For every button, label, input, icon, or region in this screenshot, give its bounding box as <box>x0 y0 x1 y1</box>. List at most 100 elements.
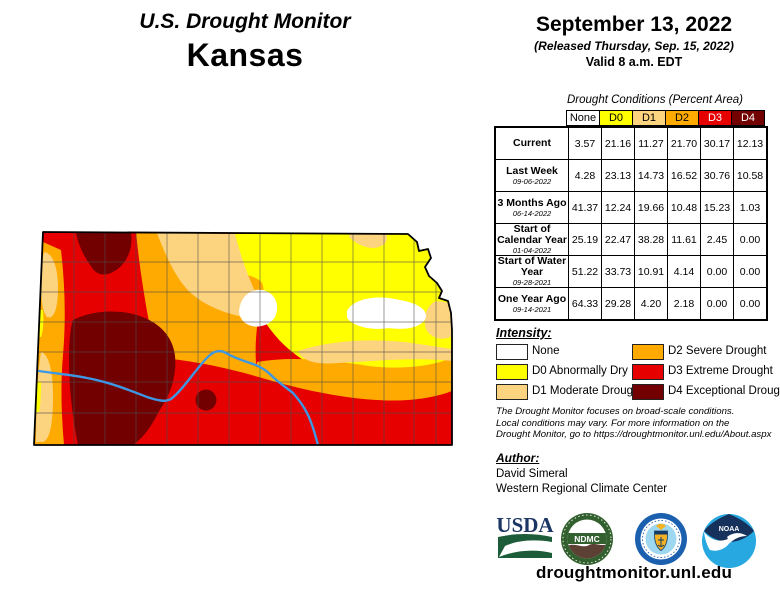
map-region-d4-dot <box>195 389 217 411</box>
map-region-d1-west1 <box>40 252 58 318</box>
map-region-d1-necorner <box>349 234 387 248</box>
legend-swatch-d3 <box>632 364 664 380</box>
col-d3: D3 <box>698 110 732 126</box>
released-date: (Released Thursday, Sep. 15, 2022) <box>534 39 734 53</box>
disclaimer-line: Local conditions may vary. For more info… <box>496 417 730 429</box>
row-label: Last Week <box>506 164 558 177</box>
legend-item-d1: D1 Moderate Drought <box>496 384 643 405</box>
table-row: Current 3.57 21.16 11.27 21.70 30.17 12.… <box>494 126 768 160</box>
map-region-d4-north <box>76 232 132 275</box>
legend-item-d2: D2 Severe Drought <box>632 344 766 365</box>
cell-value: 0.00 <box>700 255 734 288</box>
cell-value: 11.61 <box>667 223 701 256</box>
legend-label: D2 Severe Drought <box>668 345 767 357</box>
cell-value: 21.70 <box>667 126 701 160</box>
legend-item-none: None <box>496 344 560 365</box>
row-date: 09-14-2021 <box>512 304 552 314</box>
cell-value: 22.47 <box>601 223 635 256</box>
disclaimer-line: Drought Monitor, go to https://droughtmo… <box>496 429 772 440</box>
report-title-line1: U.S. Drought Monitor <box>139 10 351 33</box>
legend-label: D1 Moderate Drought <box>532 385 643 397</box>
cell-value: 0.00 <box>733 223 768 256</box>
row-label: One Year Ago <box>497 292 567 305</box>
ndmc-logo-text: NDMC <box>574 534 600 544</box>
cell-value: 2.18 <box>667 287 701 321</box>
legend-heading: Intensity: <box>496 326 552 340</box>
cell-value: 33.73 <box>601 255 635 288</box>
drought-conditions-table: Current 3.57 21.16 11.27 21.70 30.17 12.… <box>494 126 768 321</box>
legend-swatch-d1 <box>496 384 528 400</box>
row-label: Current <box>513 137 551 149</box>
kansas-state-border <box>33 231 453 446</box>
cell-value: 38.28 <box>634 223 668 256</box>
drought-monitor-url[interactable]: droughtmonitor.unl.edu <box>535 563 733 582</box>
cell-value: 4.20 <box>634 287 668 321</box>
cell-value: 15.23 <box>700 191 734 224</box>
usda-logo-text: USDA <box>496 514 554 537</box>
cell-value: 0.00 <box>733 287 768 321</box>
col-d2: D2 <box>665 110 699 126</box>
row-date: 09-28-2021 <box>512 278 552 287</box>
cell-value: 1.03 <box>733 191 768 224</box>
row-date: 09-06-2022 <box>512 176 552 186</box>
cell-value: 30.76 <box>700 159 734 192</box>
author-name: David Simeral <box>496 468 568 480</box>
map-region-d1-east <box>424 301 452 339</box>
report-title: U.S. Drought Monitor Kansas <box>55 10 435 74</box>
cell-value: 19.66 <box>634 191 668 224</box>
county-boundaries <box>34 232 452 445</box>
table-caption: Drought Conditions (Percent Area) <box>567 94 743 106</box>
col-none: None <box>566 110 600 126</box>
cell-value: 16.52 <box>667 159 701 192</box>
col-d1: D1 <box>632 110 666 126</box>
legend-item-d3: D3 Extreme Drought <box>632 364 773 385</box>
map-region-none-central <box>239 289 278 327</box>
cell-value: 14.73 <box>634 159 668 192</box>
cell-value: 2.45 <box>700 223 734 256</box>
cell-value: 4.28 <box>568 159 602 192</box>
table-row: One Year Ago 09-14-2021 64.33 29.28 4.20… <box>494 287 768 321</box>
map-date: September 13, 2022 <box>535 13 733 36</box>
col-d0: D0 <box>599 110 633 126</box>
table-row: 3 Months Ago 06-14-2022 41.37 12.24 19.6… <box>494 191 768 224</box>
map-region-d3-south <box>151 357 452 445</box>
legend-label: None <box>532 345 560 357</box>
disclaimer-line: The Drought Monitor focuses on broad-sca… <box>496 406 735 417</box>
state-name: Kansas <box>186 37 304 73</box>
row-date: 01-04-2022 <box>512 246 552 255</box>
drought-category-header: None D0 D1 D2 D3 D4 <box>566 110 765 126</box>
table-row: Start of Water Year 09-28-2021 51.22 33.… <box>494 255 768 288</box>
arkansas-river <box>37 349 320 445</box>
cell-value: 10.91 <box>634 255 668 288</box>
map-region-none-northeast <box>347 297 426 329</box>
map-region-d4-westcentral <box>69 311 176 445</box>
cell-value: 11.27 <box>634 126 668 160</box>
cell-value: 10.58 <box>733 159 768 192</box>
ndmc-logo: NDMC <box>561 513 613 565</box>
map-region-d1-topband <box>157 233 262 319</box>
cell-value: 0.00 <box>733 255 768 288</box>
cell-value: 25.19 <box>568 223 602 256</box>
kansas-drought-map <box>14 210 474 460</box>
date-header: September 13, 2022 (Released Thursday, S… <box>490 13 778 69</box>
cell-value: 0.00 <box>700 287 734 321</box>
legend-swatch-d0 <box>496 364 528 380</box>
cell-value: 10.48 <box>667 191 701 224</box>
table-row: Start of Calendar Year 01-04-2022 25.19 … <box>494 223 768 256</box>
legend-swatch-d2 <box>632 344 664 360</box>
commerce-logo <box>635 513 687 565</box>
cell-value: 23.13 <box>601 159 635 192</box>
map-region-d1-west2 <box>36 352 53 442</box>
row-label: 3 Months Ago <box>497 196 567 209</box>
disclaimer-text: The Drought Monitor focuses on broad-sca… <box>496 406 780 441</box>
author-organization: Western Regional Climate Center <box>496 483 668 495</box>
legend-label: D0 Abnormally Dry <box>532 365 628 377</box>
legend-item-d4: D4 Exceptional Drought <box>632 384 780 405</box>
noaa-logo: NOAA <box>702 514 756 568</box>
cell-value: 51.22 <box>568 255 602 288</box>
legend-label: D3 Extreme Drought <box>668 365 773 377</box>
cell-value: 12.24 <box>601 191 635 224</box>
cell-value: 3.57 <box>568 126 602 160</box>
legend-label: D4 Exceptional Drought <box>668 385 780 397</box>
kansas-map-svg <box>33 231 453 446</box>
